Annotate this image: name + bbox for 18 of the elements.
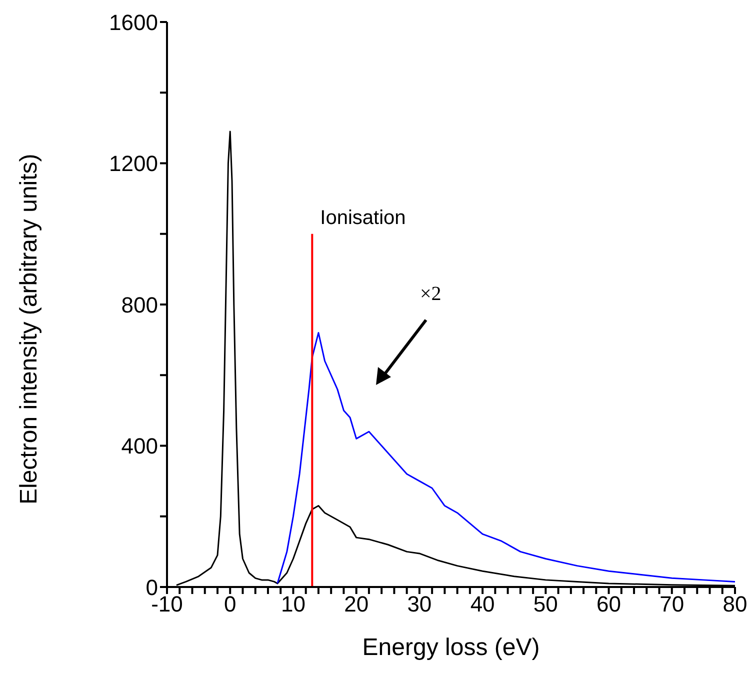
y-axis-title: Electron intensity (arbitrary units) bbox=[16, 154, 43, 504]
y-tick-label: 1600 bbox=[109, 10, 158, 35]
y-tick-label: 800 bbox=[121, 292, 158, 318]
x-axis-title: Energy loss (eV) bbox=[362, 634, 540, 661]
line-series bbox=[276, 332, 735, 584]
x-tick-label: 80 bbox=[722, 592, 748, 617]
x-tick-label: 20 bbox=[344, 592, 369, 617]
y-tick-label: 1200 bbox=[109, 151, 158, 176]
annotation: Ionisation bbox=[320, 206, 406, 229]
x-tick-label: 30 bbox=[407, 592, 432, 617]
x-tick-label: 10 bbox=[280, 592, 306, 617]
x-tick-label: 50 bbox=[533, 592, 558, 617]
y-tick-label: 400 bbox=[121, 434, 158, 459]
x-tick-label: 40 bbox=[470, 592, 495, 617]
annotation: ×2 bbox=[420, 283, 442, 305]
x-tick-label: 0 bbox=[224, 592, 236, 617]
x-tick-label: 70 bbox=[660, 592, 684, 617]
x-tick-label: 60 bbox=[596, 592, 622, 617]
